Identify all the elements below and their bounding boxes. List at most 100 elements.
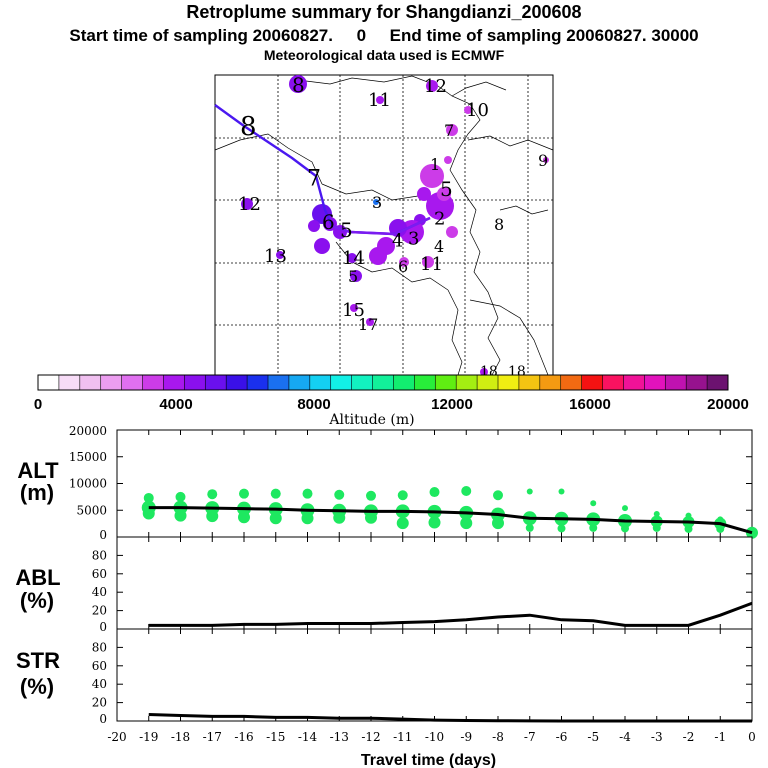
colorbar-swatch [247,375,269,390]
plume-blob [437,187,451,201]
plume-blob [314,238,330,254]
colorbar-tick: 16000 [569,396,611,413]
x-tick-label: -5 [587,730,599,744]
alt-mean-line [148,506,753,535]
colorbar-swatch [623,375,645,390]
plume-blob [464,106,472,114]
cluster-label: 8 [494,215,504,234]
plume-blob [308,220,320,232]
colorbar-swatch [498,375,520,390]
y-tick-label: 60 [92,659,107,673]
cluster-label: 6 [398,257,408,276]
plume-blob [399,257,409,267]
y-tick-label: 80 [92,640,107,654]
map-coastline [469,299,549,376]
cluster-label: 17 [358,315,378,334]
x-tick-label: -6 [556,730,568,744]
y-axis-label: ABL [15,565,60,590]
x-tick-label: -3 [651,730,663,744]
map-coastline [447,289,463,376]
trajectory-label: 8 [240,112,257,142]
alt-point-upper [143,492,154,503]
plume-blob [446,124,458,136]
colorbar-swatch [121,375,143,390]
trajectory-label: 4 [392,230,403,251]
y-axis-label: (%) [20,674,54,699]
str-line [148,713,752,723]
x-tick-label: -13 [330,730,349,744]
trajectory-label: 5 [340,218,353,242]
colorbar-swatch [477,375,499,390]
alt-point-upper [461,485,472,496]
cluster-label: 13 [264,246,287,267]
x-tick-label: -2 [683,730,695,744]
x-tick-label: -1 [714,730,726,744]
panel-abl: 80 60 40 20 0 ABL(%) [15,536,753,634]
alt-point-upper [302,488,313,499]
colorbar-swatch [372,375,394,390]
plume-blob [350,304,358,312]
y-tick-label: 80 [92,548,107,562]
y-tick-label: 40 [92,585,107,599]
colorbar-swatch [38,375,60,390]
cluster-label: 12 [238,194,261,215]
plume-blob [446,226,458,238]
abl-line [148,601,753,627]
alt-point-upper [207,489,218,500]
colorbar-tick: 20000 [707,396,749,413]
x-tick-label: -19 [139,730,158,744]
x-tick-label: -16 [234,730,253,744]
cluster-label: 10 [466,100,489,121]
alt-point-upper [175,491,186,502]
alt-point-upper [526,488,533,495]
colorbar-swatch [456,375,478,390]
colorbar-tick: 12000 [431,396,473,413]
plume-blob [376,96,384,104]
chart-title: Retroplume summary for Shangdianzi_20060… [186,2,582,22]
cluster-label: 1 [430,155,440,174]
x-tick-label: -10 [425,730,444,744]
alt-point-lower [428,516,441,529]
x-tick-label: -18 [171,730,190,744]
cluster-label: 11 [368,90,391,111]
colorbar-swatch [351,375,373,390]
plume-blob [389,219,407,237]
cluster-label: 12 [424,76,447,97]
x-tick-label: -17 [203,730,222,744]
alt-point-upper [653,510,660,517]
y-tick-label: 60 [92,567,107,581]
y-tick-label: 20 [92,696,107,710]
cluster-label: 9 [538,151,548,170]
cluster-label: 15 [342,300,365,321]
colorbar-swatch [226,375,248,390]
colorbar-swatch [393,375,415,390]
plume-blob [420,164,444,188]
plume-blob [241,198,253,210]
colorbar-swatch [205,375,227,390]
y-tick-label: 0 [99,712,107,726]
cluster-label: 11 [420,254,443,275]
alt-point-upper [429,487,440,498]
y-tick-label: 0 [99,620,107,634]
alt-point-upper [239,488,249,499]
colorbar-swatch [539,375,562,390]
alt-point-upper [590,500,597,507]
plume-blob [422,256,434,268]
cluster-label: 3 [372,193,382,212]
plume-blob [543,157,549,163]
y-axis-label: (%) [20,588,54,613]
trajectory-line-recent [331,216,431,236]
x-axis-label: Travel time (days) [361,752,496,768]
colorbar-swatch [288,375,311,390]
alt-point-upper [397,490,408,501]
x-tick-label: -14 [298,730,318,744]
colorbar-swatch [560,375,582,390]
y-tick-label: 0 [99,528,107,542]
colorbar-swatch [518,375,541,390]
x-tick-label: 0 [748,730,756,744]
trajectory-label: 7 [307,167,321,192]
panel-frame [116,536,753,630]
cluster-label: 7 [444,121,454,140]
colorbar-swatch [707,375,729,390]
